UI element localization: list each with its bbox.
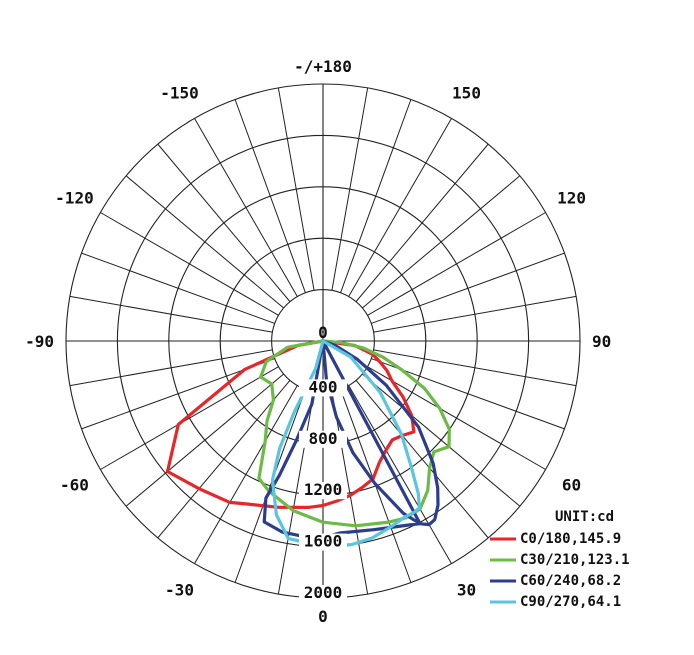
grid-spoke: [194, 118, 298, 297]
grid-spoke: [331, 391, 369, 595]
grid-spoke: [277, 87, 315, 291]
center-label: 0: [318, 323, 328, 342]
grid-spoke: [277, 391, 315, 595]
legend-entry: C0/180,145.9: [520, 531, 621, 547]
grid-spoke: [125, 175, 284, 309]
grid-spoke: [157, 143, 291, 302]
radial-tick-bg: [299, 585, 347, 602]
unit-label: UNIT:cd: [555, 509, 614, 525]
grid-spoke: [355, 380, 489, 539]
series-curve-1: [257, 339, 451, 528]
angle-label: -30: [165, 581, 194, 600]
angle-label: -120: [55, 189, 94, 208]
angle-label: 30: [457, 581, 476, 600]
radial-tick-label: 1200: [304, 480, 343, 499]
grid-spoke: [157, 380, 291, 539]
angle-label: 150: [452, 83, 481, 102]
angle-label: -60: [60, 476, 89, 495]
grid-spoke: [331, 87, 369, 291]
grid-spoke: [125, 373, 284, 507]
grid-spoke: [355, 143, 489, 302]
grid-spoke: [234, 389, 306, 583]
angle-label: 60: [562, 476, 581, 495]
series-curve-3: [270, 339, 421, 549]
grid-spoke: [340, 99, 412, 293]
angle-label: 90: [592, 332, 611, 351]
grid-spoke: [371, 252, 565, 324]
grid-spoke: [234, 99, 306, 293]
radial-tick-label: 2000: [304, 583, 343, 602]
radial-tick-label: 800: [309, 429, 338, 448]
angle-label: 0: [318, 607, 328, 626]
grid-spoke: [348, 385, 452, 564]
grid-spoke: [348, 118, 452, 297]
radial-tick-bg: [299, 430, 347, 448]
label-layer: 0 400 800 1200 1600 2000 0 30 60 90 120 150 -/+180 -1…: [25, 57, 611, 626]
angle-label: -150: [160, 83, 199, 102]
angle-label: 120: [557, 189, 586, 208]
angle-label: -90: [25, 332, 54, 351]
grid-spoke: [373, 295, 577, 333]
legend: UNIT:cd C0/180,145.9 C30/210,123.1 C60/240,…: [490, 509, 630, 610]
radial-tick-bg: [299, 482, 347, 500]
legend-entry: C30/210,123.1: [520, 552, 630, 568]
legend-entry: C90/270,64.1: [520, 594, 621, 610]
grid-spoke: [367, 212, 546, 316]
legend-entry: C60/240,68.2: [520, 573, 621, 589]
grid-spoke: [367, 366, 546, 470]
grid-spoke: [69, 295, 273, 333]
radial-tick-bg: [299, 379, 347, 397]
grid-spoke: [362, 175, 521, 309]
grid-spoke: [362, 373, 521, 507]
grid-spoke: [194, 385, 298, 564]
grid-spoke: [100, 366, 279, 470]
grid-spoke: [81, 252, 275, 324]
grid-spoke: [100, 212, 279, 316]
series-curve-0: [165, 339, 416, 509]
angle-label: -/+180: [294, 57, 352, 76]
radial-tick-label: 1600: [304, 532, 343, 551]
radial-tick-label: 400: [309, 377, 338, 396]
grid-spoke: [69, 349, 273, 387]
grid-spoke: [373, 349, 577, 387]
radial-tick-bg: [299, 533, 347, 551]
